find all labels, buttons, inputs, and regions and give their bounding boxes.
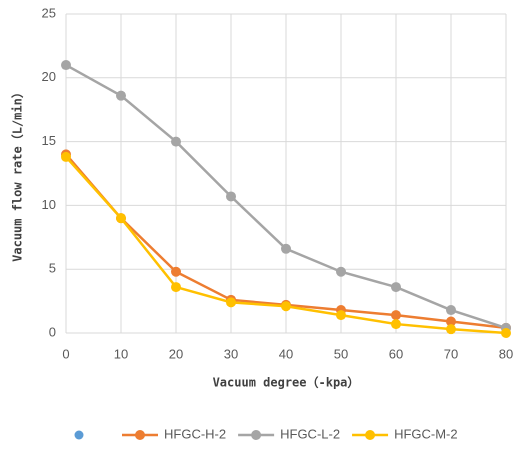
y-tick-label: 20 [42, 69, 56, 84]
x-tick-label: 80 [499, 346, 513, 361]
x-axis-title: Vacuum degree（-kpa） [213, 375, 360, 390]
data-point [446, 324, 456, 335]
data-point [116, 213, 126, 224]
data-point [171, 282, 181, 293]
data-point [501, 328, 511, 338]
data-point [391, 282, 401, 293]
legend-marker [74, 430, 84, 440]
x-tick-label: 30 [224, 346, 238, 361]
y-tick-label: 25 [42, 5, 56, 20]
x-tick-label: 20 [169, 346, 183, 361]
legend-marker [135, 430, 145, 440]
data-point [226, 191, 236, 202]
legend-label: HFGC-M-2 [394, 426, 458, 441]
data-point [61, 151, 71, 162]
y-axis-title: Vacuum flow rate（L/min） [10, 86, 25, 262]
x-tick-label: 60 [389, 346, 403, 361]
legend-marker [251, 430, 262, 440]
data-point [391, 319, 401, 330]
data-point [171, 266, 181, 277]
data-point [446, 316, 456, 327]
legend-label: HFGC-L-2 [280, 426, 340, 441]
y-tick-label: 5 [49, 261, 56, 276]
data-point [391, 310, 401, 321]
y-tick-label: 15 [42, 133, 56, 148]
data-point [446, 305, 456, 316]
x-tick-label: 40 [279, 346, 293, 361]
data-point [61, 60, 71, 71]
x-tick-label: 50 [334, 346, 348, 361]
data-point [336, 310, 346, 321]
data-point [281, 243, 291, 254]
x-tick-label: 70 [444, 346, 458, 361]
x-tick-label: 0 [62, 346, 69, 361]
x-tick-label: 10 [114, 346, 128, 361]
y-tick-label: 0 [49, 324, 56, 339]
data-point [336, 266, 346, 277]
data-point [226, 297, 236, 308]
y-tick-label: 10 [42, 197, 56, 212]
data-point [281, 301, 291, 312]
legend-label: HFGC-H-2 [164, 426, 226, 441]
data-point [116, 90, 126, 101]
legend-marker [365, 430, 376, 440]
data-point [171, 136, 181, 147]
